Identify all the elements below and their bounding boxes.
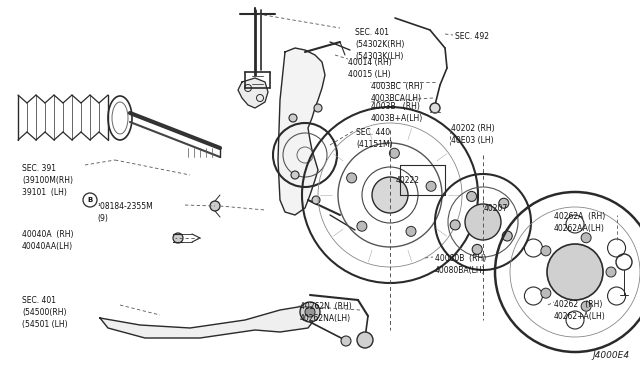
Circle shape: [547, 244, 603, 300]
Circle shape: [357, 221, 367, 231]
Text: 4003B   (RH)
4003B+A(LH): 4003B (RH) 4003B+A(LH): [371, 102, 423, 123]
Text: 40207: 40207: [484, 204, 508, 213]
Circle shape: [541, 288, 551, 298]
Circle shape: [541, 246, 551, 256]
Circle shape: [450, 220, 460, 230]
Circle shape: [406, 227, 416, 236]
Circle shape: [312, 196, 320, 204]
Polygon shape: [278, 48, 325, 215]
Circle shape: [300, 302, 320, 322]
Circle shape: [372, 177, 408, 213]
Text: 40222: 40222: [396, 176, 420, 185]
Circle shape: [472, 244, 482, 254]
Circle shape: [502, 231, 512, 241]
Circle shape: [606, 267, 616, 277]
Polygon shape: [100, 305, 318, 338]
Circle shape: [289, 114, 297, 122]
Text: SEC. 401
(54500(RH)
(54501 (LH): SEC. 401 (54500(RH) (54501 (LH): [22, 296, 68, 328]
Text: B: B: [88, 197, 93, 203]
Text: J4000E4: J4000E4: [593, 351, 630, 360]
Text: 40202 (RH)
40E03 (LH): 40202 (RH) 40E03 (LH): [451, 124, 495, 145]
Circle shape: [581, 233, 591, 243]
Text: SEC. 440
(41151M): SEC. 440 (41151M): [356, 128, 392, 149]
Circle shape: [465, 204, 501, 240]
Text: 40080B  (RH)
40080BA(LH): 40080B (RH) 40080BA(LH): [435, 254, 486, 275]
Text: 4003BC  (RH)
4003BCA(LH): 4003BC (RH) 4003BCA(LH): [371, 82, 422, 103]
Circle shape: [499, 198, 509, 208]
Text: SEC. 401
(54302K(RH)
(54303K(LH): SEC. 401 (54302K(RH) (54303K(LH): [355, 28, 404, 61]
Circle shape: [347, 173, 356, 183]
Circle shape: [581, 301, 591, 311]
Circle shape: [467, 192, 477, 201]
Text: 40262   (RH)
40262+A(LH): 40262 (RH) 40262+A(LH): [554, 300, 605, 321]
Polygon shape: [238, 78, 268, 108]
Circle shape: [291, 171, 299, 179]
Circle shape: [305, 307, 315, 317]
Circle shape: [389, 148, 399, 158]
Text: SEC. 492: SEC. 492: [455, 32, 489, 41]
Circle shape: [426, 181, 436, 191]
Circle shape: [210, 201, 220, 211]
Text: 40014 (RH)
40015 (LH): 40014 (RH) 40015 (LH): [348, 58, 392, 79]
Text: SEC. 391
(39100M(RH)
39101  (LH): SEC. 391 (39100M(RH) 39101 (LH): [22, 164, 73, 196]
Circle shape: [341, 336, 351, 346]
Circle shape: [314, 104, 322, 112]
Circle shape: [430, 103, 440, 113]
Text: ¹08184-2355M
(9): ¹08184-2355M (9): [97, 202, 153, 223]
Circle shape: [173, 233, 183, 243]
Text: 40040A  (RH)
40040AA(LH): 40040A (RH) 40040AA(LH): [22, 230, 74, 251]
Text: 40262N  (RH)
40262NA(LH): 40262N (RH) 40262NA(LH): [300, 302, 352, 323]
Circle shape: [357, 332, 373, 348]
Text: 40262A  (RH)
40262AA(LH): 40262A (RH) 40262AA(LH): [554, 212, 605, 233]
